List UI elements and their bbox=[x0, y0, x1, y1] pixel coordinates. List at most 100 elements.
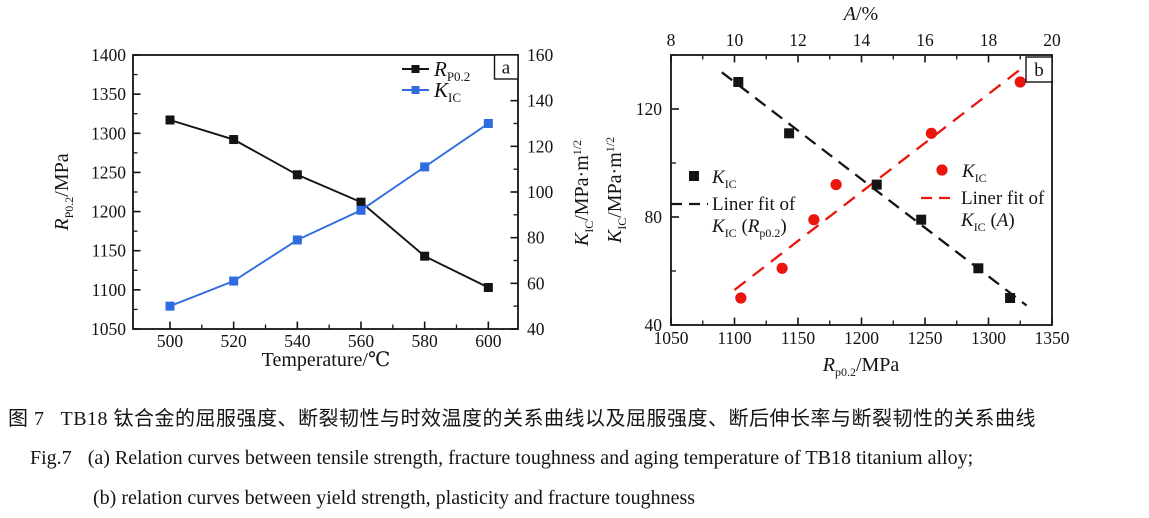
caption-english-line1: Fig.7 (a) Relation curves between tensile… bbox=[30, 447, 973, 470]
data-point-marker bbox=[165, 301, 175, 311]
x-bottom-tick-label: 1100 bbox=[717, 328, 752, 348]
x-tick-label: 560 bbox=[348, 331, 375, 351]
x-top-tick-label: 14 bbox=[853, 30, 871, 50]
y-right-tick-label: 60 bbox=[527, 273, 545, 293]
y-right-tick-label: 140 bbox=[527, 91, 554, 111]
data-point-marker bbox=[871, 179, 882, 190]
x-tick-label: 540 bbox=[284, 331, 311, 351]
data-point-marker bbox=[292, 170, 302, 180]
x-bottom-tick-label: 1250 bbox=[908, 328, 943, 348]
data-point-marker bbox=[411, 86, 420, 94]
chart-b-series-red bbox=[735, 76, 1026, 304]
caption-english-line2: (b) relation curves between yield streng… bbox=[93, 487, 696, 509]
x-bottom-tick-label: 1200 bbox=[844, 328, 879, 348]
legend-marker bbox=[936, 164, 948, 176]
y-left-tick-label: 1350 bbox=[91, 84, 126, 104]
chart-a-ticks: 500 520 540 560 580 600 1050 1100 1150 1200 1250 13… bbox=[91, 45, 554, 351]
chart-b: 1050 1100 1150 1200 1250 1300 1350 8 10 12 14 16 18 2… bbox=[603, 3, 1070, 379]
data-point-marker bbox=[420, 251, 430, 261]
legend-label: KIC bbox=[711, 167, 737, 191]
y-left-tick-label: 1150 bbox=[92, 241, 127, 261]
data-point-marker bbox=[973, 263, 984, 274]
data-point-marker bbox=[292, 235, 302, 245]
x-top-tick-label: 20 bbox=[1043, 30, 1061, 50]
x-axis-title: Temperature/℃ bbox=[262, 349, 391, 371]
data-point-marker bbox=[1014, 76, 1026, 88]
data-point-marker bbox=[925, 127, 937, 139]
data-point-marker bbox=[356, 205, 366, 215]
legend-label: Liner fit of bbox=[712, 194, 796, 215]
panel-letter: a bbox=[502, 58, 511, 79]
x-top-tick-label: 8 bbox=[667, 30, 676, 50]
chart-b-ticks: 1050 1100 1150 1200 1250 1300 1350 8 10 12 14 16 18 2… bbox=[636, 30, 1070, 348]
data-point-marker bbox=[784, 128, 795, 139]
y-right-tick-label: 40 bbox=[527, 319, 545, 339]
x-top-tick-label: 10 bbox=[726, 30, 744, 50]
y-tick-label: 80 bbox=[645, 207, 663, 227]
x-bottom-tick-label: 1050 bbox=[654, 328, 689, 348]
y-left-tick-label: 1250 bbox=[91, 162, 126, 182]
caption-en-label: Fig.7 bbox=[30, 447, 72, 469]
data-point-marker bbox=[411, 65, 420, 73]
caption-zh-label: 图 7 bbox=[8, 408, 45, 430]
y-left-tick-label: 1100 bbox=[92, 280, 127, 300]
x-bottom-tick-label: 1300 bbox=[971, 328, 1006, 348]
data-point-marker bbox=[229, 135, 239, 145]
data-point-marker bbox=[689, 171, 699, 181]
data-point-marker bbox=[830, 179, 842, 191]
top-axis-title: A/% bbox=[842, 3, 878, 25]
caption-chinese: 图 7 TB18 钛合金的屈服强度、断裂韧性与时效温度的关系曲线以及屈服强度、断后… bbox=[8, 402, 1036, 431]
data-point-marker bbox=[483, 283, 493, 293]
chart-a-panel-label: a bbox=[493, 54, 519, 80]
data-point-marker bbox=[483, 119, 493, 128]
data-point-marker bbox=[229, 276, 239, 286]
x-tick-label: 600 bbox=[475, 331, 502, 351]
panel-letter: b bbox=[1034, 60, 1044, 81]
x-top-tick-label: 16 bbox=[916, 30, 934, 50]
data-point-marker bbox=[776, 262, 788, 274]
bottom-axis-title: Rp0.2/MPa bbox=[822, 354, 900, 379]
y-right-axis-title: KIC/MPa·m1/2 bbox=[570, 140, 596, 247]
data-point-marker bbox=[916, 214, 927, 225]
legend-label: Liner fit of bbox=[961, 188, 1045, 209]
y-left-tick-label: 1050 bbox=[91, 319, 126, 339]
caption-zh-text: TB18 钛合金的屈服强度、断裂韧性与时效温度的关系曲线以及屈服强度、断后伸长率… bbox=[60, 408, 1037, 430]
data-point-marker bbox=[420, 162, 430, 172]
y-left-tick-label: 1200 bbox=[91, 202, 126, 222]
chart-a-series-kic bbox=[165, 119, 493, 311]
data-point-marker bbox=[1005, 293, 1016, 303]
charts-canvas: 500 520 540 560 580 600 1050 1100 1150 1200 1250 13… bbox=[51, 3, 1070, 379]
y-right-tick-label: 100 bbox=[527, 182, 554, 202]
chart-a: 500 520 540 560 580 600 1050 1100 1150 1200 1250 13… bbox=[51, 45, 596, 371]
y-axis-title: KIC/MPa·m1/2 bbox=[603, 137, 629, 244]
legend-label: KIC (Rp0.2) bbox=[711, 216, 787, 240]
legend-label: KIC bbox=[961, 161, 987, 185]
legend-label: KIC bbox=[433, 78, 461, 105]
y-tick-label: 40 bbox=[645, 315, 663, 335]
y-right-tick-label: 120 bbox=[527, 136, 554, 156]
chart-b-series-black bbox=[733, 77, 1016, 303]
data-point-marker bbox=[735, 292, 747, 304]
x-bottom-tick-label: 1350 bbox=[1035, 328, 1070, 348]
data-point-marker bbox=[165, 115, 175, 125]
chart-a-axis-titles: Temperature/℃ RP0.2/MPa KIC/MPa·m1/2 bbox=[51, 140, 596, 371]
y-left-axis-title: RP0.2/MPa bbox=[51, 153, 76, 231]
data-point-marker bbox=[733, 77, 744, 87]
y-right-tick-label: 80 bbox=[527, 228, 545, 248]
data-point-marker bbox=[356, 197, 366, 207]
x-top-tick-label: 18 bbox=[980, 30, 998, 50]
chart-a-series-rp02 bbox=[165, 115, 493, 293]
y-tick-label: 120 bbox=[636, 99, 663, 119]
y-left-tick-label: 1300 bbox=[91, 123, 126, 143]
x-bottom-tick-label: 1150 bbox=[781, 328, 816, 348]
chart-b-fit-red bbox=[733, 59, 1033, 291]
caption-en-text-a: (a) Relation curves between tensile stre… bbox=[87, 447, 974, 469]
legend-label: RP0.2 bbox=[433, 57, 470, 84]
chart-b-panel-label: b bbox=[1025, 56, 1053, 83]
x-tick-label: 580 bbox=[412, 331, 439, 351]
y-right-tick-label: 160 bbox=[527, 45, 554, 65]
